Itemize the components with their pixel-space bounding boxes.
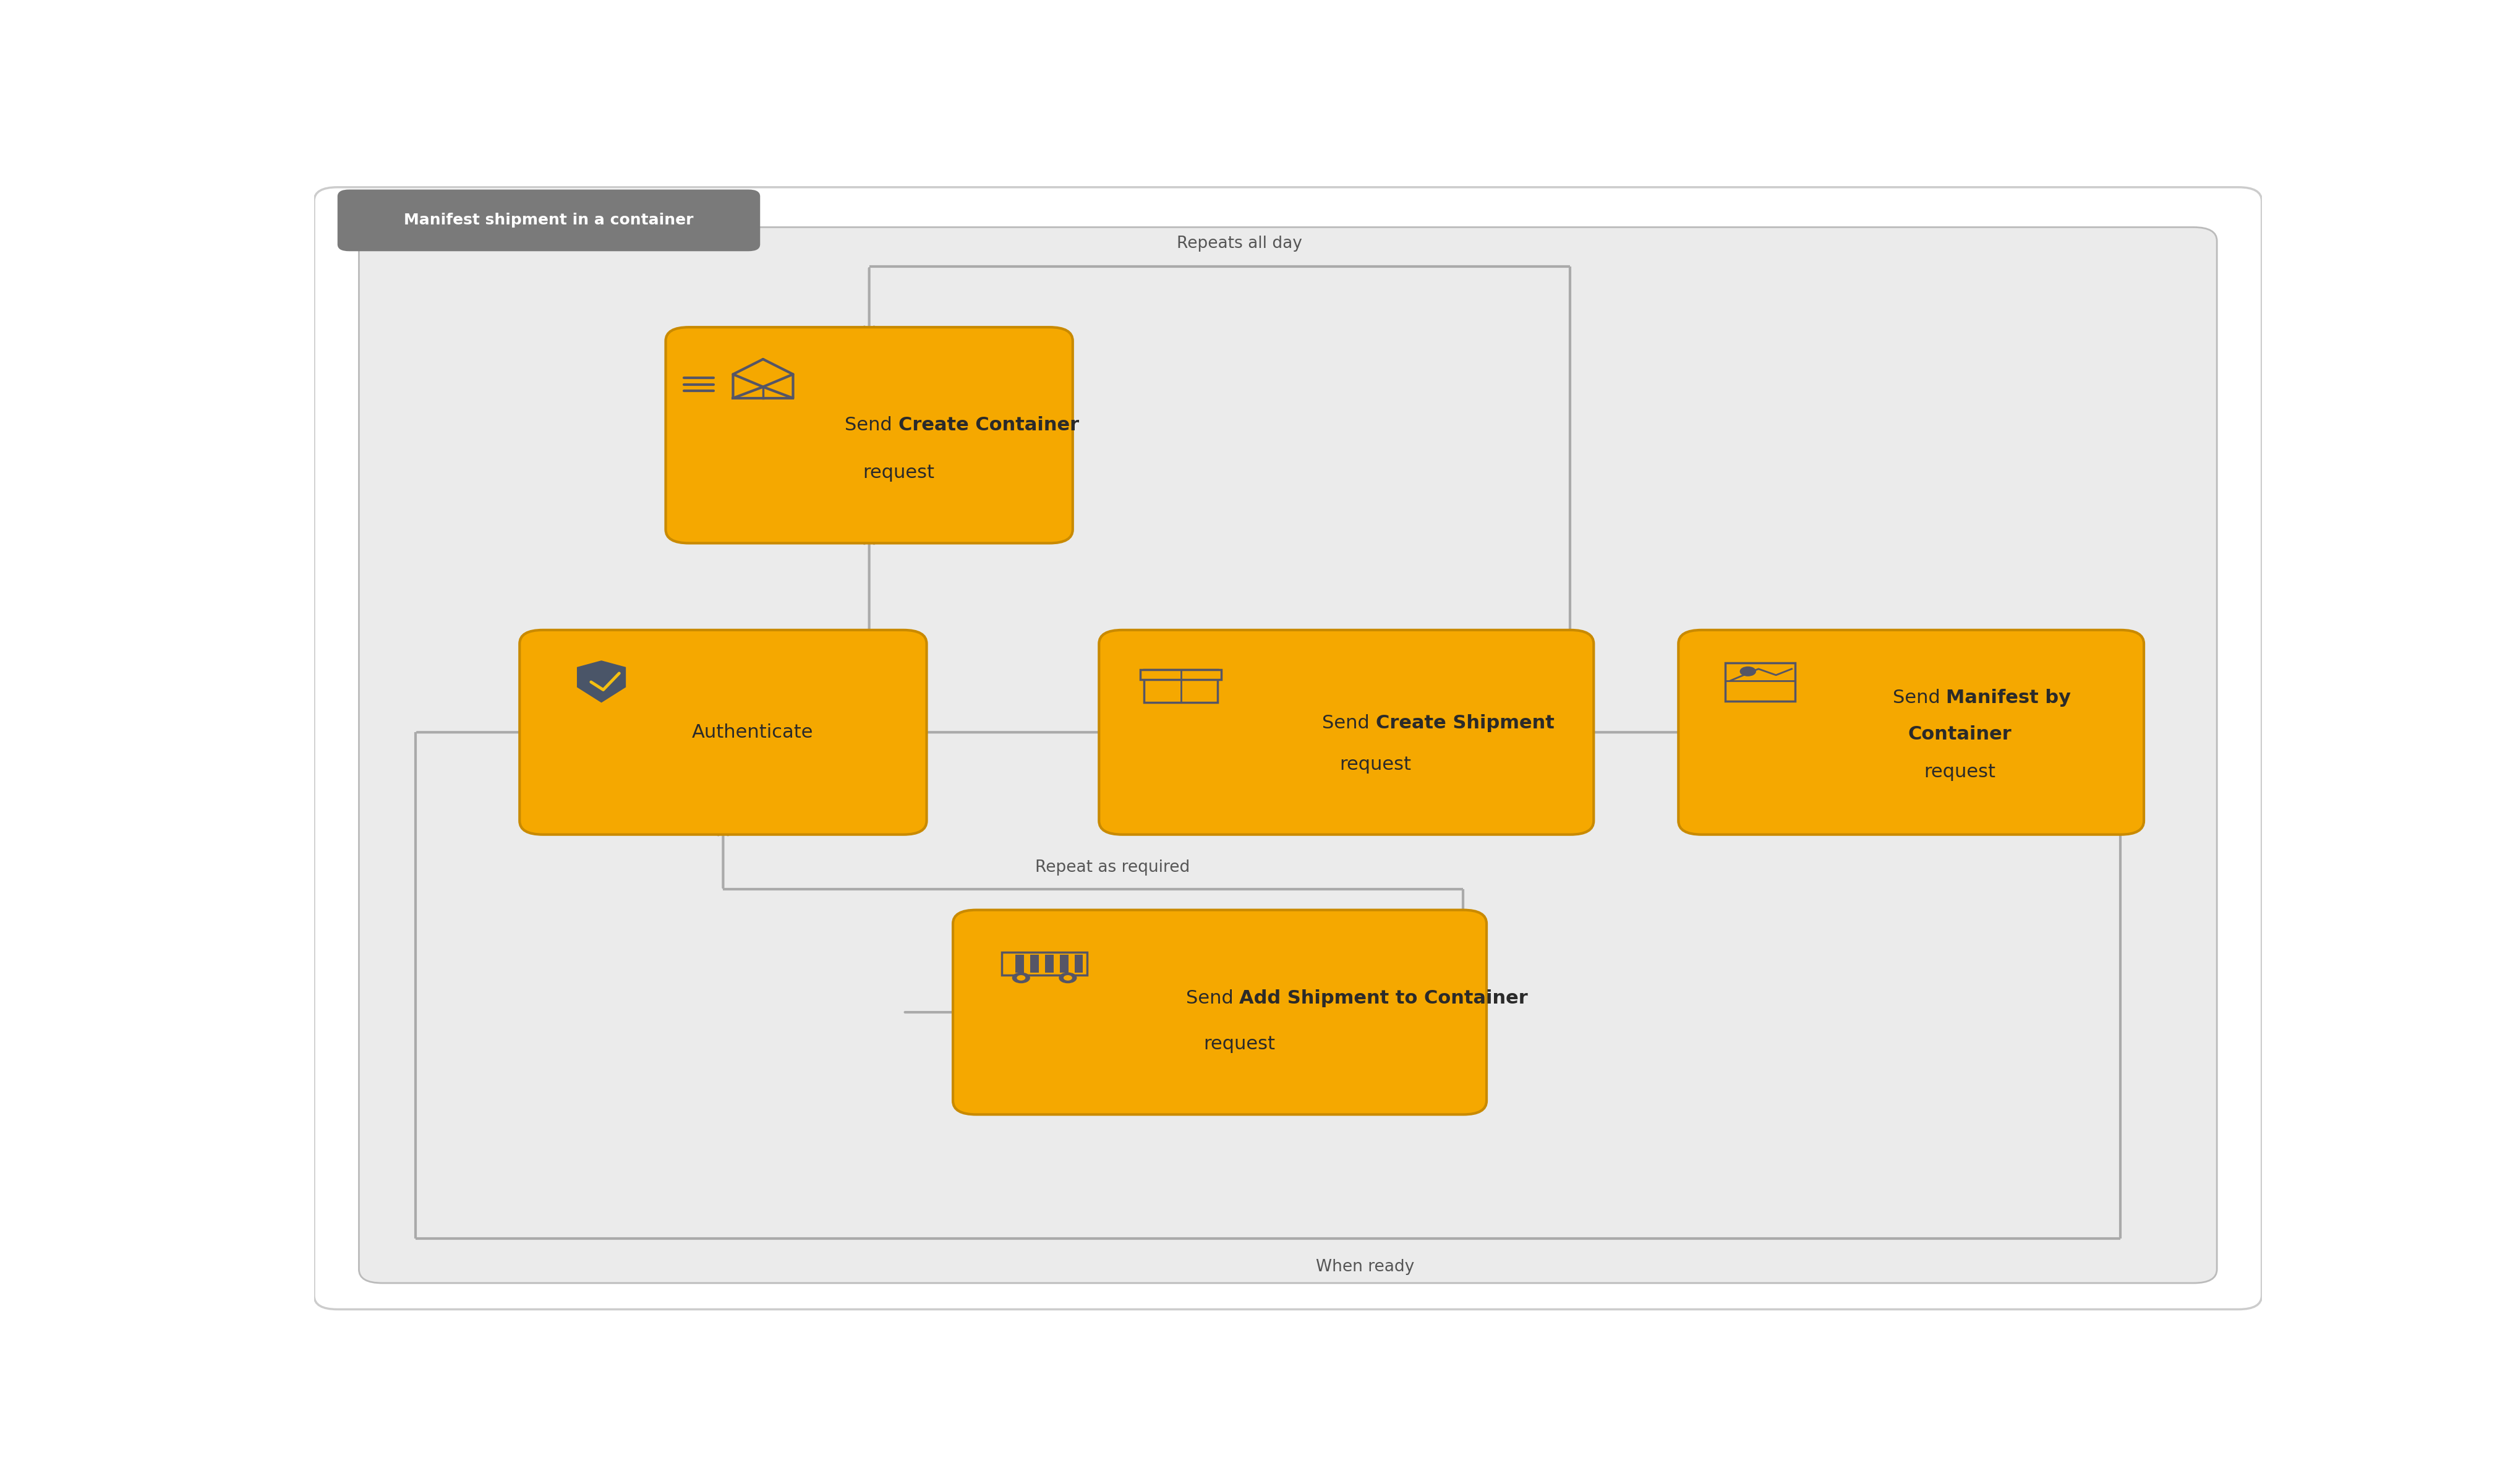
FancyBboxPatch shape: [952, 910, 1488, 1114]
FancyBboxPatch shape: [314, 187, 2262, 1309]
Polygon shape: [578, 660, 626, 702]
Text: Send: Send: [1892, 689, 1945, 706]
Bar: [1003, 953, 1088, 975]
Text: Create Container: Create Container: [900, 416, 1078, 433]
Bar: [1143, 669, 1219, 702]
Bar: [1030, 956, 1038, 972]
Bar: [1724, 663, 1794, 702]
Text: Send: Send: [844, 416, 900, 433]
Text: Manifest by: Manifest by: [1945, 689, 2071, 706]
Text: request: request: [1339, 755, 1412, 773]
Bar: [1076, 956, 1083, 972]
Text: request: request: [1925, 763, 1995, 781]
Bar: [1045, 956, 1053, 972]
FancyBboxPatch shape: [1679, 631, 2144, 834]
Text: Add Shipment to Container: Add Shipment to Container: [1239, 990, 1528, 1008]
Circle shape: [1013, 974, 1030, 982]
Text: When ready: When ready: [1317, 1258, 1415, 1275]
Bar: [1141, 669, 1221, 680]
FancyBboxPatch shape: [337, 190, 759, 251]
FancyBboxPatch shape: [520, 631, 927, 834]
Text: Send: Send: [1186, 990, 1239, 1008]
Text: Create Shipment: Create Shipment: [1375, 714, 1553, 732]
Text: Send: Send: [1322, 714, 1375, 732]
Text: Repeat as required: Repeat as required: [1035, 859, 1191, 876]
Text: Container: Container: [1907, 726, 2013, 743]
Circle shape: [1739, 666, 1757, 675]
FancyBboxPatch shape: [1098, 631, 1593, 834]
Text: Manifest shipment in a container: Manifest shipment in a container: [405, 212, 694, 227]
Text: request: request: [1204, 1036, 1274, 1054]
Text: Repeats all day: Repeats all day: [1176, 236, 1302, 252]
Bar: [1015, 956, 1023, 972]
Circle shape: [1063, 975, 1071, 979]
Circle shape: [1060, 974, 1076, 982]
Bar: [1060, 956, 1068, 972]
Text: request: request: [862, 464, 935, 482]
FancyBboxPatch shape: [359, 227, 2216, 1284]
Circle shape: [1018, 975, 1025, 979]
FancyBboxPatch shape: [666, 326, 1073, 543]
Text: Authenticate: Authenticate: [691, 723, 814, 741]
